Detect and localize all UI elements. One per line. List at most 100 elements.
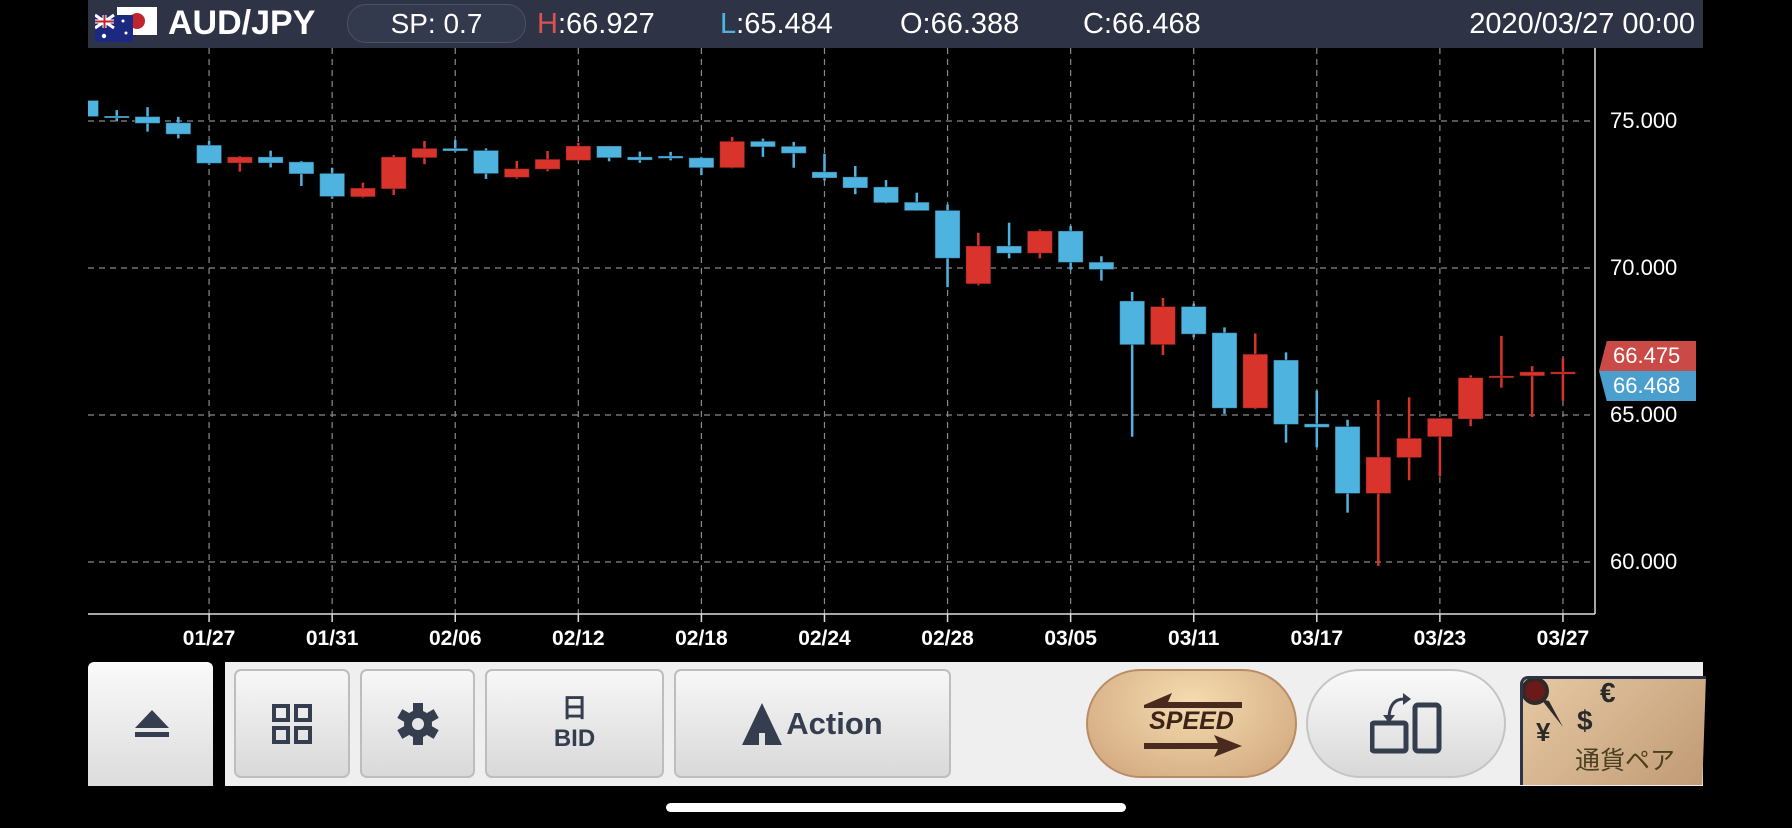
magnifier-icon	[1523, 679, 1563, 727]
candle-body	[1057, 230, 1084, 263]
candle-02/21	[780, 141, 807, 168]
candle-03/03	[996, 222, 1023, 259]
eject-icon	[135, 710, 169, 737]
candle-03/12	[1211, 327, 1238, 414]
candle-body	[565, 145, 592, 161]
candle-03/20	[1396, 397, 1423, 481]
candle-03/23	[1426, 417, 1453, 477]
x-tick-label: 03/23	[1413, 627, 1467, 650]
candle-body	[626, 156, 653, 161]
candle-02/12	[565, 142, 592, 161]
swap-arrows-icon	[1144, 693, 1242, 757]
period-bid-button[interactable]: 日 BID	[485, 669, 664, 778]
candle-02/27	[903, 192, 930, 212]
x-tick-label: 02/12	[552, 627, 605, 650]
dollar-symbol: $	[1577, 705, 1593, 736]
candle-03/25	[1488, 335, 1515, 388]
candle-03/04	[1026, 229, 1053, 259]
low-value: L:65.484	[720, 6, 833, 42]
settings-button[interactable]	[360, 669, 475, 778]
candle-body	[226, 156, 253, 164]
quote-header: AUD/JPY SP: 0.7 H:66.927 L:65.484 O:66.3…	[88, 0, 1703, 48]
period-label: 日	[561, 692, 588, 723]
candle-body	[780, 145, 807, 154]
candle-02/13	[596, 145, 623, 162]
home-indicator[interactable]	[666, 803, 1126, 812]
close-value: C:66.468	[1083, 8, 1201, 40]
candle-body	[349, 187, 376, 198]
candle-body	[965, 245, 992, 285]
candle-body	[934, 209, 961, 259]
candle-body	[288, 161, 315, 175]
candle-body	[534, 158, 561, 170]
layout-button[interactable]	[234, 669, 350, 778]
candles	[88, 99, 1576, 566]
candle-03/26	[1519, 366, 1546, 418]
candle-02/06	[442, 140, 469, 152]
candle-03/02	[965, 232, 992, 286]
candle-body	[88, 99, 99, 118]
candle-body	[1211, 332, 1238, 409]
candle-body	[996, 245, 1023, 254]
spread-badge: SP: 0.7	[347, 4, 526, 43]
candle-01/21	[88, 99, 99, 118]
candle-body	[1242, 353, 1269, 409]
x-tick-label: 02/18	[675, 627, 728, 650]
open-value: O:66.388	[900, 8, 1020, 40]
candle-body	[842, 176, 869, 189]
candle-body	[411, 147, 438, 159]
candle-body	[1365, 456, 1392, 494]
low-label: L	[720, 8, 737, 40]
candle-03/11	[1180, 303, 1207, 338]
bid-price-tag: 66.468	[1599, 371, 1696, 401]
rotate-device-icon	[1370, 692, 1442, 753]
x-tick-label: 02/28	[921, 627, 974, 650]
candle-body	[134, 116, 161, 124]
action-arrow-icon	[742, 702, 783, 745]
aud-jpy-flags-icon	[95, 7, 157, 42]
candle-body	[1519, 371, 1546, 377]
currency-pair-label: 通貨ペア	[1575, 747, 1676, 775]
candlestick-chart[interactable]	[0, 0, 1792, 660]
candle-body	[749, 140, 776, 148]
candle-01/27	[196, 140, 223, 165]
x-tick-label: 01/31	[305, 627, 359, 650]
candle-body	[503, 168, 530, 178]
candle-body	[719, 140, 746, 169]
low-number: :65.484	[736, 8, 833, 40]
candle-body	[257, 156, 284, 164]
candle-body	[596, 145, 623, 159]
candle-01/22	[103, 110, 130, 122]
x-tick-label: 01/27	[182, 627, 236, 650]
candle-03/27	[1549, 358, 1576, 401]
candle-02/18	[688, 156, 715, 176]
euro-symbol: €	[1600, 677, 1616, 708]
candle-body	[103, 115, 130, 119]
grid-icon	[272, 703, 312, 744]
currency-pair-title[interactable]: AUD/JPY	[168, 4, 316, 42]
candle-02/03	[349, 182, 376, 198]
candle-01/24	[165, 116, 192, 139]
candle-02/10	[503, 160, 530, 179]
candle-body	[903, 201, 930, 212]
candle-01/30	[288, 160, 315, 186]
action-button[interactable]: Action	[674, 669, 951, 778]
candle-body	[1088, 261, 1115, 270]
collapse-toolbar-button[interactable]	[88, 662, 213, 786]
candle-03/06	[1088, 256, 1115, 281]
candle-body	[1119, 300, 1146, 346]
rotate-screen-button[interactable]	[1306, 669, 1506, 778]
yen-symbol: ¥	[1536, 717, 1551, 747]
y-tick-label: 60.000	[1610, 549, 1678, 574]
speed-order-button[interactable]: SPEED	[1086, 669, 1297, 778]
candle-02/05	[411, 140, 438, 165]
candle-body	[1457, 377, 1484, 420]
candle-body	[1026, 230, 1053, 254]
candle-body	[165, 122, 192, 135]
candle-01/28	[226, 155, 253, 172]
candle-03/18	[1334, 419, 1361, 513]
candle-02/17	[657, 151, 684, 161]
y-tick-label: 70.000	[1610, 255, 1678, 280]
candle-02/25	[842, 165, 869, 195]
currency-pair-button[interactable]: € $ ¥ 通貨ペア	[1520, 676, 1706, 785]
